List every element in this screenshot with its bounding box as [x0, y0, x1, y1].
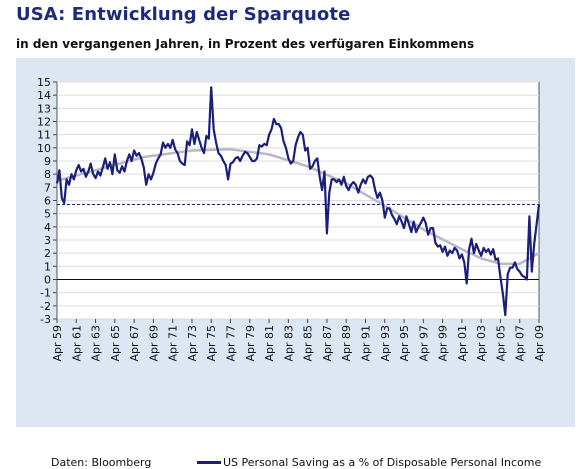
x-tick-label: Apr 77 — [225, 325, 238, 362]
x-tick-label: Apr 05 — [494, 325, 507, 362]
y-tick-label: 8 — [44, 168, 51, 181]
x-tick-label: Apr 71 — [167, 325, 180, 362]
y-tick-label: -3 — [40, 313, 51, 326]
x-tick-label: Apr 85 — [302, 325, 315, 362]
y-tick-label: 11 — [37, 129, 51, 142]
y-tick-label: 6 — [44, 195, 51, 208]
x-tick-label: Apr 67 — [128, 325, 141, 362]
x-tick-label: Apr 63 — [90, 325, 103, 362]
x-tick-label: Apr 59 — [51, 325, 64, 362]
y-tick-label: 7 — [44, 181, 51, 194]
y-tick-label: 3 — [44, 234, 51, 247]
y-tick-label: 5 — [44, 208, 51, 221]
legend-swatch — [197, 461, 221, 464]
y-tick-label: 14 — [37, 89, 51, 102]
y-tick-label: 10 — [37, 142, 51, 155]
x-tick-label: Apr 89 — [340, 325, 353, 362]
x-tick-label: Apr 65 — [109, 325, 122, 362]
y-tick-label: 4 — [44, 221, 51, 234]
x-tick-label: Apr 95 — [398, 325, 411, 362]
x-tick-label: Apr 79 — [244, 325, 257, 362]
x-tick-label: Apr 09 — [533, 325, 546, 362]
chart-subtitle: in den vergangenen Jahren, in Prozent de… — [16, 37, 475, 51]
y-tick-label: 0 — [44, 274, 51, 287]
x-tick-label: Apr 91 — [359, 325, 372, 362]
x-tick-label: Apr 07 — [514, 325, 527, 362]
y-tick-label: 12 — [37, 116, 51, 129]
chart-title: USA: Entwicklung der Sparquote — [16, 4, 351, 25]
y-tick-label: 9 — [44, 155, 51, 168]
legend: US Personal Saving as a % of Disposable … — [197, 456, 541, 469]
series-line-saving-rate — [55, 86, 541, 317]
y-tick-label: 2 — [44, 247, 51, 260]
x-tick-label: Apr 99 — [437, 325, 450, 362]
chart-panel: -3 -2 -1 0 1 2 3 4 5 6 7 8 9 10 11 12 13 14 15 Apr 59 Apr 61… — [16, 58, 575, 469]
x-tick-label: Apr 97 — [417, 325, 430, 362]
x-tick-label: Apr 75 — [205, 325, 218, 362]
y-tick-label: 15 — [37, 76, 51, 89]
x-tick-label: Apr 61 — [70, 325, 83, 362]
source-note: Daten: Bloomberg — [51, 456, 152, 469]
y-tick-label: 13 — [37, 102, 51, 115]
x-tick-label: Apr 83 — [282, 325, 295, 362]
x-tick-label: Apr 87 — [321, 325, 334, 362]
y-tick-label: 1 — [44, 260, 51, 273]
x-tick-label: Apr 03 — [475, 325, 488, 362]
x-tick-label: Apr 73 — [186, 325, 199, 362]
x-tick-label: Apr 69 — [147, 325, 160, 362]
x-tick-label: Apr 81 — [263, 325, 276, 362]
legend-label: US Personal Saving as a % of Disposable … — [223, 456, 542, 469]
x-tick-label: Apr 93 — [379, 325, 392, 362]
y-tick-label: -1 — [40, 287, 51, 300]
x-tick-label: Apr 01 — [456, 325, 469, 362]
page: USA: Entwicklung der Sparquote in den ve… — [16, 4, 575, 469]
y-tick-label: -2 — [40, 300, 51, 313]
